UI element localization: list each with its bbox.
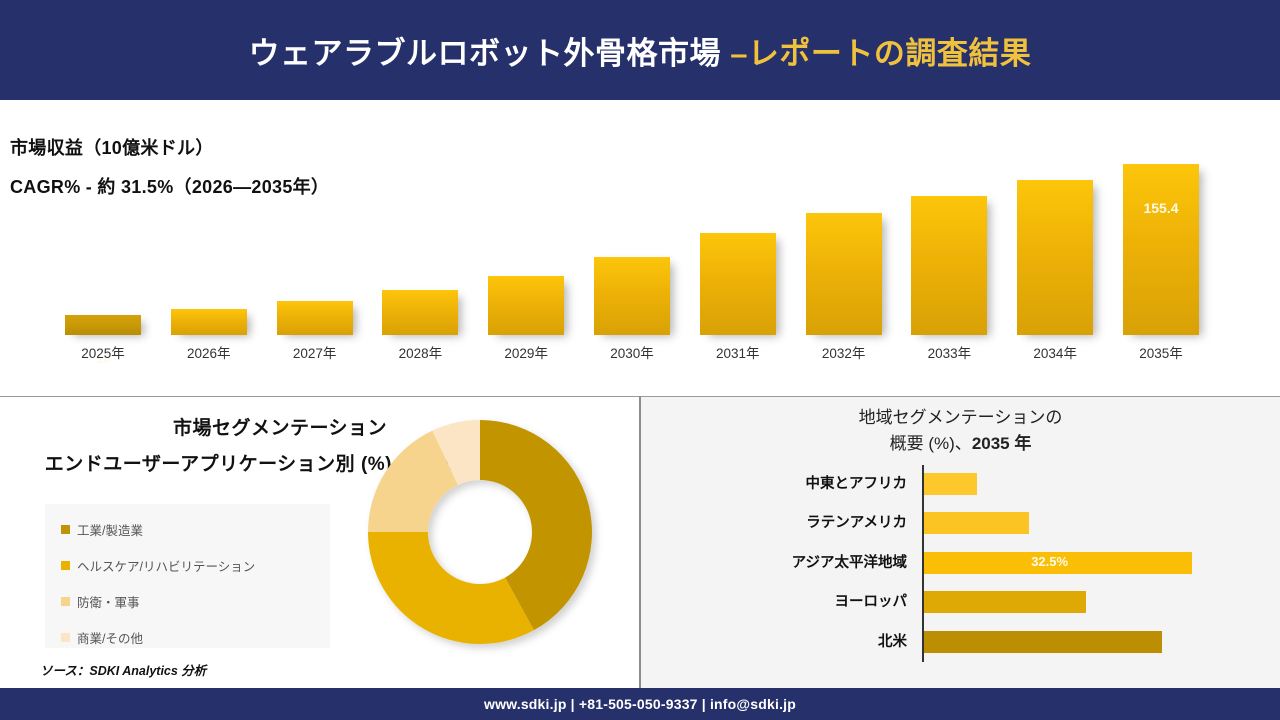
- region-title-line2-year: 2035 年: [971, 434, 1032, 453]
- column-chart-x-label: 2033年: [927, 346, 972, 361]
- region-chart-axis: [922, 465, 924, 662]
- page-title-accent: –レポートの調査結果: [730, 35, 1032, 71]
- column-bar: 18: [65, 315, 141, 366]
- donut-legend-label: 防衛・軍事: [77, 596, 140, 610]
- column-bar-value-label: 18: [95, 351, 111, 366]
- column-chart-x-label: 2032年: [821, 346, 866, 361]
- donut-title-line2: エンドユーザーアプリケーション別 (%)、2035年: [44, 454, 476, 475]
- region-chart-title: 地域セグメンテーションの 概要 (%)、2035 年: [641, 405, 1280, 457]
- column-bar-slot: [362, 130, 478, 335]
- region-bar: [924, 473, 977, 495]
- column-bar-slot: [151, 130, 267, 335]
- column-bar: [805, 213, 882, 335]
- column-bar-slot: [786, 130, 902, 335]
- column-chart-x-label: 2026年: [187, 346, 231, 361]
- column-bar-slot: 155.4: [1103, 130, 1219, 335]
- column-bar: [1017, 180, 1094, 335]
- revenue-subtitle-block: 市場収益（10億米ドル） CAGR% - 約 31.5%（2026―2035年）: [10, 134, 329, 199]
- donut-legend: 工業/製造業ヘルスケア/リハビリテーション 防衛・軍事商業/その他: [45, 504, 330, 648]
- column-bar: [594, 257, 670, 335]
- column-chart-x-label: 2031年: [716, 346, 760, 361]
- footer-banner: www.sdki.jp | +81-505-050-9337 | info@sd…: [0, 688, 1280, 720]
- column-bar-slot: [891, 130, 1007, 335]
- donut-slice: [368, 532, 534, 644]
- column-chart-x-label: 2028年: [398, 346, 443, 361]
- column-chart-x-label: 2029年: [504, 346, 548, 361]
- donut-data-label: 42%: [499, 525, 530, 542]
- donut-legend-item: 商業/その他: [61, 628, 143, 647]
- column-bar: [488, 276, 565, 335]
- legend-swatch-icon: [61, 525, 70, 534]
- region-bar-label: 北米: [878, 633, 907, 650]
- region-title-line2-prefix: 概要 (%)、: [889, 434, 972, 453]
- region-bar-label: アジア太平洋地域: [791, 554, 907, 571]
- donut-slice: [368, 430, 458, 532]
- source-note: ソース：SDKI Analytics 分析: [40, 664, 207, 678]
- column-chart-plot-area: 18 155.4: [0, 130, 1280, 366]
- region-bar-label: 中東とアフリカ: [805, 476, 908, 492]
- cagr-label: CAGR% - 約 31.5%（2026―2035年）: [10, 177, 330, 197]
- donut-legend-item: ヘルスケア/リハビリテーション: [61, 556, 255, 575]
- region-bar-row: 中東とアフリカ: [641, 465, 1280, 504]
- region-bar: [924, 551, 1192, 574]
- region-bar: [924, 630, 1162, 653]
- vertical-divider: [639, 396, 641, 688]
- donut-chart: 42%: [355, 407, 605, 657]
- donut-legend-item: 工業/製造業: [61, 520, 143, 539]
- column-bar-slot: [997, 130, 1113, 335]
- donut-slice: [480, 420, 593, 631]
- column-chart-x-label: 2030年: [610, 346, 654, 361]
- page-title: ウェアラブルロボット外骨格市場 –レポートの調査結果: [249, 28, 1032, 73]
- column-chart-x-axis-labels: 2025年 2026年 2027年 2028年 2029年 2030年 2031年 2032年…: [0, 342, 1280, 372]
- column-bar: 155.4: [1123, 164, 1199, 335]
- column-bar-slot: 18: [45, 130, 161, 366]
- page-title-main: ウェアラブルロボット外骨格市場: [248, 35, 731, 71]
- region-bar-value-label: 32.5%: [1031, 553, 1069, 569]
- regional-segmentation-panel: 地域セグメンテーションの 概要 (%)、2035 年 中東とアフリカ ラテンアメリ…: [641, 397, 1280, 688]
- column-chart-x-label: 2027年: [292, 346, 337, 361]
- column-bar: [382, 290, 459, 335]
- region-bar: [924, 591, 1086, 614]
- footer-contact-text: www.sdki.jp | +81-505-050-9337 | info@sd…: [483, 696, 797, 712]
- donut-title-line1: 市場セグメンテーション: [172, 418, 388, 439]
- region-bar-label: ラテンアメリカ: [806, 515, 907, 532]
- market-revenue-label: 市場収益（10億米ドル）: [10, 138, 214, 158]
- column-chart-x-label: 2034年: [1033, 346, 1077, 361]
- legend-swatch-icon: [61, 633, 70, 642]
- column-bar-slot: [468, 130, 584, 335]
- column-chart-x-label: 2035年: [1139, 346, 1183, 361]
- donut-slice: [432, 420, 480, 485]
- donut-legend-item: 防衛・軍事: [61, 592, 140, 611]
- region-bar-label: ヨーロッパ: [834, 594, 908, 611]
- donut-legend-label: 工業/製造業: [77, 524, 143, 538]
- region-title-line1: 地域セグメンテーションの: [858, 408, 1063, 427]
- column-bar-slot: [680, 130, 796, 335]
- column-bar: [276, 301, 353, 335]
- region-bar: [924, 512, 1029, 535]
- column-bar: [699, 233, 776, 335]
- region-chart-plot-area: 中東とアフリカ ラテンアメリカアジア太平洋地域 32.5% ヨーロッパ北米: [641, 465, 1280, 665]
- market-revenue-column-chart: 18 155.4 2025年 2026年 2027年 2028年 2029年 2030年 20…: [0, 130, 1280, 380]
- region-bar-row: 北米: [641, 623, 1280, 662]
- donut-slices: [368, 420, 593, 644]
- region-bar-row: ヨーロッパ: [641, 583, 1280, 622]
- donut-legend-label: ヘルスケア/リハビリテーション: [77, 560, 256, 574]
- legend-swatch-icon: [61, 597, 70, 606]
- column-chart-x-label: 2025年: [81, 346, 125, 361]
- donut-chart-svg: [368, 420, 593, 644]
- end-user-application-panel: 市場セグメンテーション エンドユーザーアプリケーション別 (%)、2035年 工…: [0, 397, 639, 688]
- region-bar-row: ラテンアメリカ: [641, 504, 1280, 543]
- column-bar-slot: [574, 130, 690, 335]
- region-bar-row: アジア太平洋地域 32.5%: [641, 544, 1280, 583]
- donut-legend-label: 商業/その他: [77, 632, 143, 646]
- column-bar: [170, 309, 247, 335]
- header-divider: [0, 100, 1280, 104]
- column-bar: [911, 196, 988, 335]
- legend-swatch-icon: [61, 561, 70, 570]
- header-banner: ウェアラブルロボット外骨格市場 –レポートの調査結果: [0, 0, 1280, 100]
- column-bar-slot: [257, 130, 373, 335]
- column-bar-value-label: 155.4: [1143, 200, 1179, 216]
